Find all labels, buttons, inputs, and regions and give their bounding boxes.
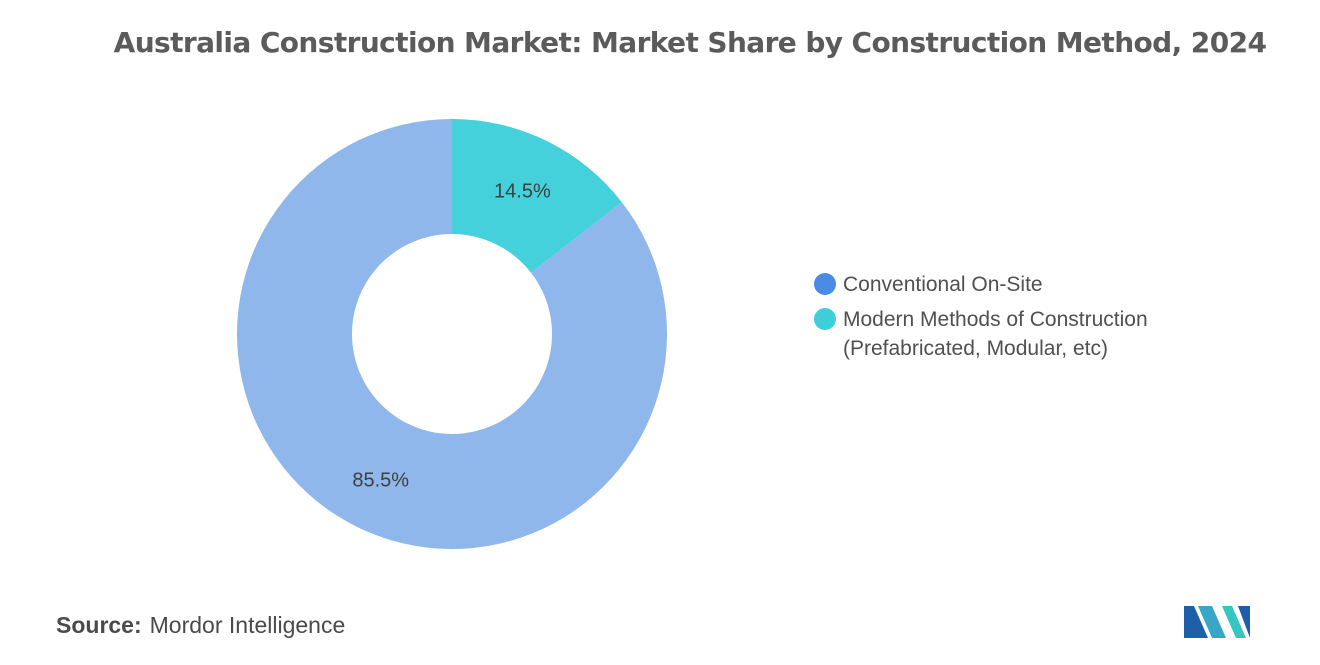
source-note: Source: Mordor Intelligence [56,612,345,639]
legend-item-modern-methods: Modern Methods of Construction (Prefabri… [814,305,1188,363]
legend-label-conventional: Conventional On-Site [843,273,1043,296]
source-key: Source: [56,612,142,638]
donut-slice-0 [452,119,622,273]
legend-swatch-conventional [814,273,836,295]
legend-label-modern-methods: Modern Methods of Construction (Prefabri… [843,308,1148,360]
donut-slice-1 [236,119,667,549]
legend-swatch-modern-methods [814,308,836,330]
mordor-intelligence-logo-icon [1184,606,1250,638]
source-value: Mordor Intelligence [149,612,346,638]
chart-legend: Conventional On-Site Modern Methods of C… [814,270,1188,369]
slice-value-label-0: 14.5% [494,180,551,202]
slice-value-label-1: 85.5% [352,469,409,491]
chart-title: Australia Construction Market: Market Sh… [113,26,1267,59]
legend-item-conventional: Conventional On-Site [814,270,1188,299]
